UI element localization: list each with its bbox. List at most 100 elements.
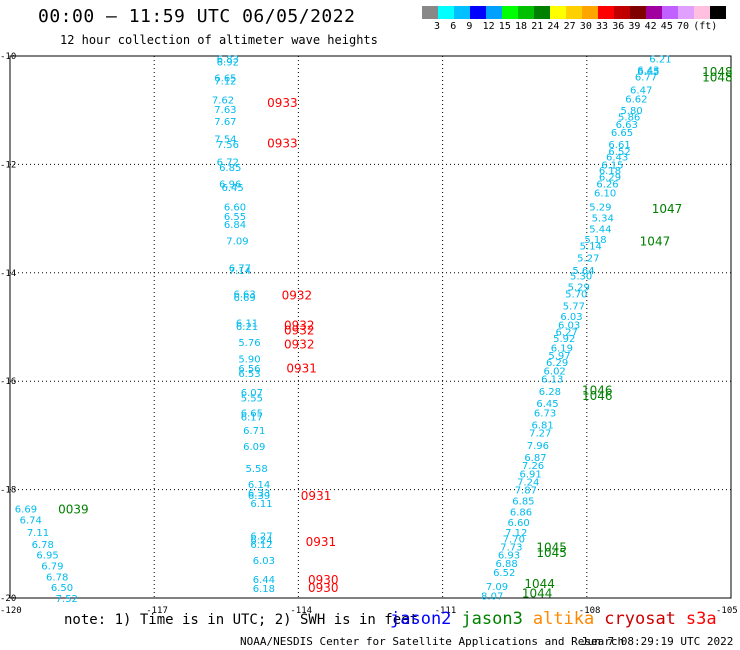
wave-height-label: 6.84 bbox=[224, 220, 246, 231]
wave-height-label: 8.07 bbox=[481, 591, 503, 602]
wave-height-label: 6.62 bbox=[625, 94, 647, 105]
scale-label: 21 bbox=[531, 21, 544, 32]
y-tick-label: -18 bbox=[0, 486, 16, 496]
wave-height-label: 6.95 bbox=[36, 551, 58, 562]
wave-height-label: 7.87 bbox=[515, 486, 537, 497]
scale-label: 3 bbox=[434, 21, 441, 32]
wave-height-label: 6.44 bbox=[253, 575, 275, 586]
scale-swatch bbox=[662, 6, 678, 19]
footer-org: NOAA/NESDIS Center for Satellite Applica… bbox=[240, 635, 625, 648]
scale-label: 15 bbox=[498, 21, 511, 32]
x-tick-label: -114 bbox=[290, 606, 312, 616]
y-tick-label: -14 bbox=[0, 269, 16, 279]
scale-label: 70 bbox=[677, 21, 690, 32]
y-tick-label: -16 bbox=[0, 377, 16, 387]
scale-swatch bbox=[438, 6, 454, 19]
wave-height-label: 6.45 bbox=[637, 67, 659, 78]
wave-height-label: 6.27 bbox=[250, 532, 272, 543]
wave-height-label: 6.52 bbox=[608, 147, 630, 158]
wave-height-label: 5.92 bbox=[553, 334, 575, 345]
satellite-label-altika: altika bbox=[532, 609, 595, 629]
wave-height-label: 6.21 bbox=[236, 322, 258, 333]
wave-height-label: 6.50 bbox=[51, 583, 73, 594]
wave-height-label: 6.60 bbox=[507, 518, 529, 529]
wave-height-label: 6.87 bbox=[524, 453, 546, 464]
time-label: 0931 bbox=[306, 535, 337, 549]
wave-height-label: 5.86 bbox=[618, 113, 640, 124]
scale-label: 30 bbox=[579, 21, 592, 32]
wave-height-label: 5.58 bbox=[246, 464, 268, 475]
wave-height-label: 6.27 bbox=[556, 327, 578, 338]
wave-height-label: 6.55 bbox=[224, 212, 246, 223]
wave-height-label: 7.96 bbox=[527, 441, 549, 452]
scale-swatch bbox=[678, 6, 694, 19]
map-title: 00:00 — 11:59 UTC 06/05/2022 bbox=[38, 6, 356, 27]
y-tick-label: -12 bbox=[0, 160, 16, 170]
time-label: 0933 bbox=[267, 96, 298, 110]
wave-height-label: 6.85 bbox=[219, 163, 241, 174]
wave-height-label: 6.07 bbox=[241, 388, 263, 399]
time-label: 0931 bbox=[286, 362, 317, 376]
wave-height-label: 6.13 bbox=[541, 374, 563, 385]
color-scale-legend bbox=[422, 6, 726, 19]
time-label: 1045 bbox=[536, 541, 567, 555]
wave-height-label: 6.69 bbox=[234, 293, 256, 304]
time-label: 0932 bbox=[284, 324, 315, 338]
time-label: 1046 bbox=[582, 389, 613, 403]
wave-height-label: 6.71 bbox=[243, 426, 265, 437]
x-tick-label: -108 bbox=[579, 606, 601, 616]
wave-height-label: 7.11 bbox=[27, 528, 49, 539]
wave-height-label: 6.43 bbox=[606, 152, 628, 163]
wave-height-label: 5.34 bbox=[592, 214, 614, 225]
wave-height-label: 6.73 bbox=[534, 409, 556, 420]
wave-height-label: 5.80 bbox=[620, 106, 642, 117]
scale-label: 33 bbox=[596, 21, 609, 32]
satellite-legend: jason2 jason3 altika cryosat s3a bbox=[390, 609, 717, 629]
time-label: 1048 bbox=[702, 71, 733, 85]
time-label: 0933 bbox=[267, 137, 298, 151]
wave-height-label: 6.78 bbox=[46, 572, 68, 583]
wave-height-label: 7.52 bbox=[56, 594, 78, 605]
wave-height-label: 5.64 bbox=[572, 266, 594, 277]
scale-label: 36 bbox=[612, 21, 625, 32]
wave-height-label: 7.12 bbox=[505, 528, 527, 539]
scale-label: 18 bbox=[515, 21, 528, 32]
wave-height-label: 5.97 bbox=[548, 351, 570, 362]
scale-swatch bbox=[470, 6, 486, 19]
wave-height-label: 6.29 bbox=[546, 358, 568, 369]
scale-label: 42 bbox=[644, 21, 657, 32]
wave-height-label: 6.63 bbox=[234, 289, 256, 300]
wave-height-label: 6.69 bbox=[15, 505, 37, 516]
wave-height-label: 5.77 bbox=[563, 301, 585, 312]
scale-swatch bbox=[550, 6, 566, 19]
wave-height-label: 5.30 bbox=[570, 272, 592, 283]
wave-height-label: 6.19 bbox=[551, 344, 573, 355]
wave-height-label: 6.28 bbox=[539, 387, 561, 398]
wave-height-label: 7.63 bbox=[214, 105, 236, 116]
wave-height-label: 7.09 bbox=[486, 582, 508, 593]
wave-height-label: 6.33 bbox=[248, 488, 270, 499]
scale-label: 9 bbox=[466, 21, 473, 32]
scale-swatch bbox=[486, 6, 502, 19]
satellite-label-jason2: jason2 bbox=[390, 609, 452, 629]
wave-height-label: 6.78 bbox=[32, 540, 54, 551]
wave-height-label: 6.65 bbox=[241, 409, 263, 420]
note-text: note: 1) Time is in UTC; 2) SWH is in fe… bbox=[64, 612, 419, 628]
scale-swatch bbox=[518, 6, 534, 19]
wave-height-label: 6.72 bbox=[217, 158, 239, 169]
time-label: 1047 bbox=[652, 202, 683, 216]
wave-height-label: 6.91 bbox=[520, 469, 542, 480]
wave-height-label: 6.11 bbox=[250, 499, 272, 510]
scale-label: 24 bbox=[547, 21, 560, 32]
wave-height-label: 6.92 bbox=[217, 57, 239, 68]
map-subtitle: 12 hour collection of altimeter wave hei… bbox=[60, 33, 378, 47]
time-label: 1044 bbox=[522, 587, 553, 601]
y-tick-label: -10 bbox=[0, 52, 16, 62]
wave-height-label: 5.29 bbox=[568, 282, 590, 293]
scale-swatch bbox=[422, 6, 438, 19]
wave-height-label: 7.24 bbox=[517, 477, 539, 488]
scale-swatch bbox=[614, 6, 630, 19]
scale-swatch bbox=[710, 6, 726, 19]
time-label: 1044 bbox=[524, 577, 555, 591]
